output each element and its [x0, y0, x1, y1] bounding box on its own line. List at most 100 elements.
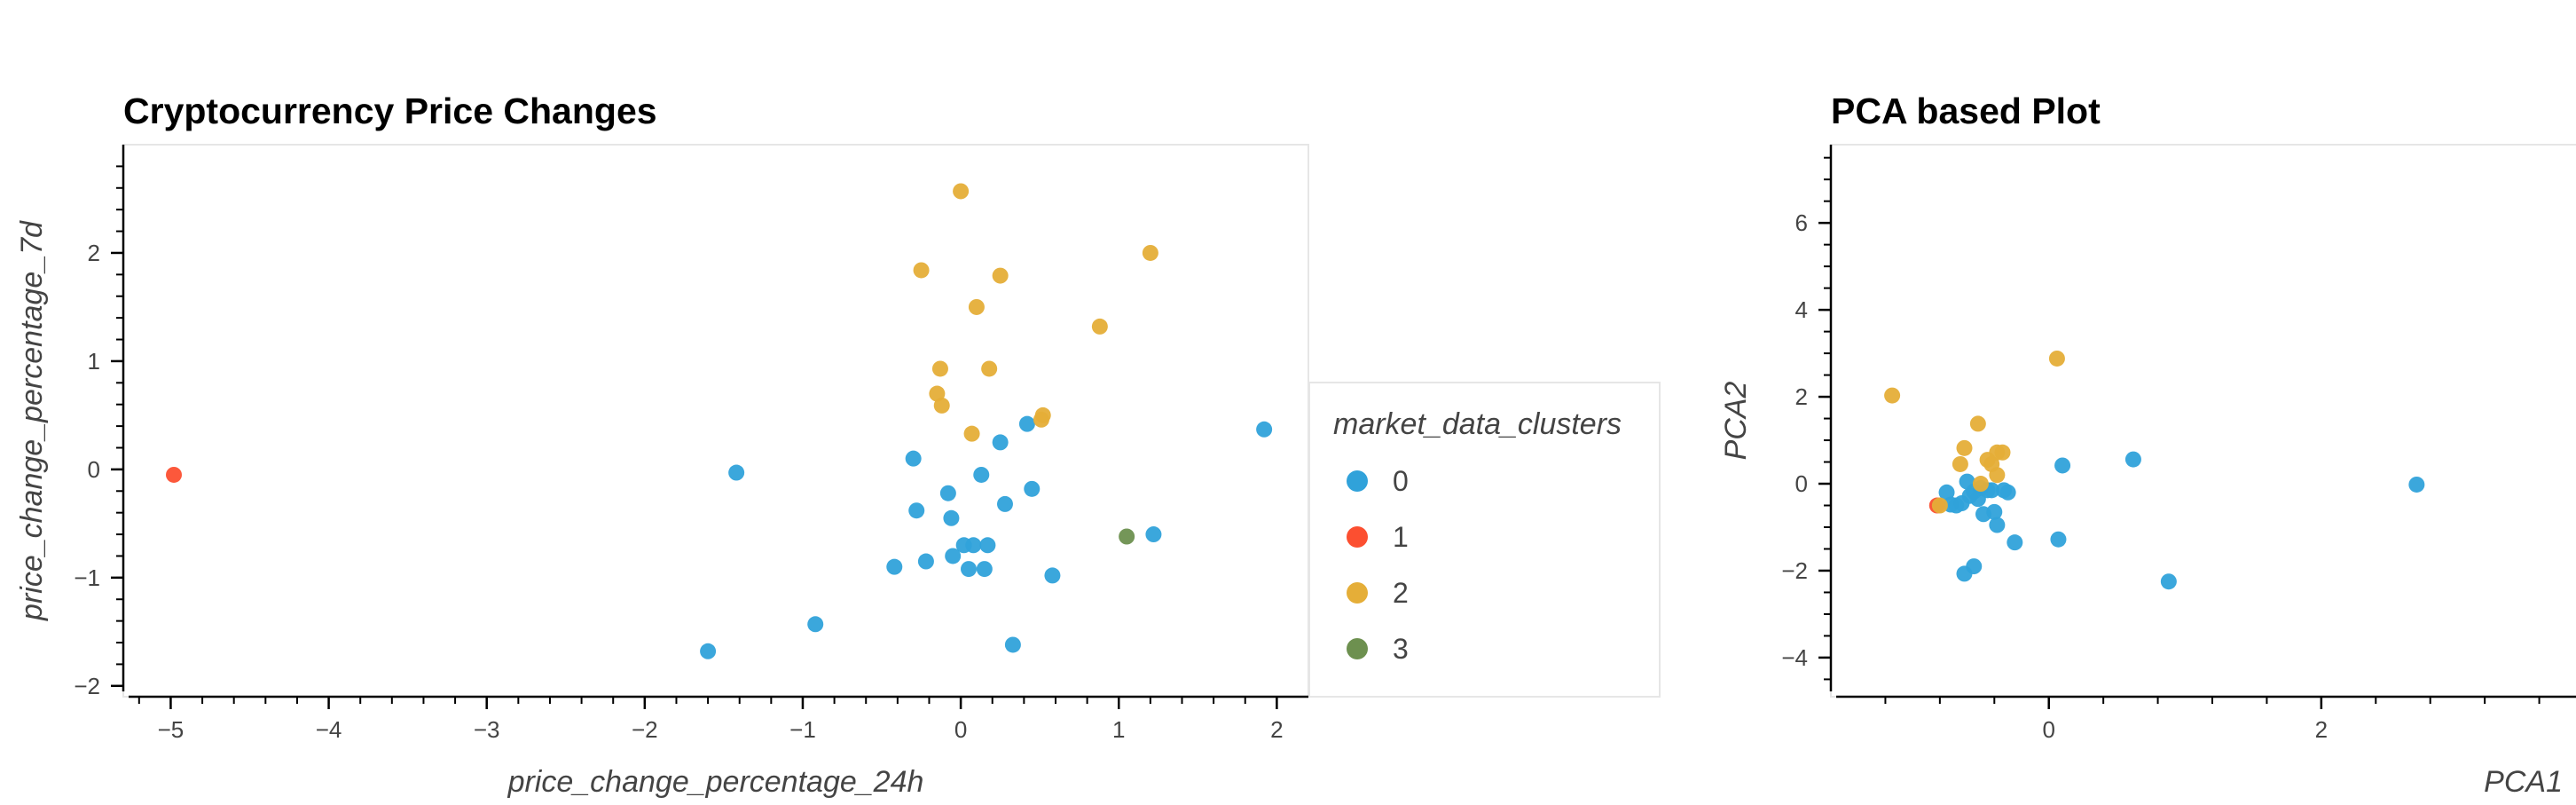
- scatter-points: [1884, 350, 2425, 590]
- cluster-0-point: [1999, 484, 2016, 501]
- cluster-2-point: [2048, 350, 2065, 367]
- y-tick-label: 4: [1795, 296, 1808, 323]
- legend-title: market_data_clusters: [1333, 407, 1622, 441]
- price-change-chart: Cryptocurrency Price Changes −5 −4 −3 −2 −1 0…: [15, 91, 1661, 799]
- cluster-0-point: [979, 537, 996, 554]
- cluster-2-point: [1956, 439, 1973, 456]
- cluster-0-point: [1044, 567, 1061, 584]
- cluster-2-point: [1033, 411, 1049, 428]
- cluster-2-point: [1091, 318, 1108, 335]
- x-tick-label: −1: [789, 716, 816, 743]
- cluster-2-point: [931, 360, 948, 377]
- x-tick-label: 0: [2042, 716, 2054, 743]
- cluster-0-point: [973, 466, 990, 483]
- cluster-0-point: [1018, 415, 1035, 432]
- legend-entry-1[interactable]: 1: [1347, 521, 1409, 553]
- cluster-1-point: [166, 466, 183, 483]
- x-tick-label: 2: [1270, 716, 1283, 743]
- cluster-0-point: [2050, 531, 2067, 548]
- cluster-0-point: [2007, 534, 2023, 551]
- cluster-0-point: [961, 561, 978, 578]
- cluster-2-point: [1142, 244, 1158, 261]
- legend-marker: [1347, 638, 1368, 659]
- x-tick-label: 2: [2315, 716, 2328, 743]
- cluster-0-point: [917, 553, 934, 570]
- cluster-2-point: [981, 360, 998, 377]
- cluster-3-point: [1119, 528, 1135, 545]
- cluster-0-point: [2408, 476, 2425, 493]
- cluster-0-point: [992, 434, 1009, 451]
- cluster-0-point: [728, 464, 745, 481]
- chart-title: PCA based Plot: [1831, 91, 2101, 131]
- legend-entry-0[interactable]: 0: [1347, 465, 1409, 497]
- cluster-0-point: [886, 558, 903, 575]
- cluster-2-point: [1972, 476, 1989, 493]
- cluster-0-point: [2054, 457, 2071, 474]
- x-tick-label: 0: [954, 716, 967, 743]
- cluster-2-point: [1884, 387, 1901, 404]
- legend-marker: [1347, 582, 1368, 604]
- cluster-0-point: [996, 495, 1013, 512]
- legend-marker: [1347, 526, 1368, 548]
- scatter-points: [166, 183, 1273, 659]
- x-tick-label: 1: [1112, 716, 1125, 743]
- legend: market_data_clusters 0 1 2 3: [1308, 382, 1661, 698]
- legend-entry-3[interactable]: 3: [1347, 633, 1409, 665]
- y-tick-label: −2: [74, 673, 100, 699]
- cluster-0-point: [2160, 573, 2177, 590]
- legend-box: [1308, 382, 1661, 698]
- cluster-0-point: [965, 537, 982, 554]
- legend-label: 0: [1393, 465, 1409, 497]
- cluster-0-point: [1966, 558, 1983, 575]
- cluster-2-point: [1994, 444, 2011, 461]
- cluster-0-point: [908, 502, 925, 519]
- y-tick-label: 2: [1795, 383, 1808, 410]
- cluster-2-point: [1952, 455, 1968, 472]
- cluster-0-point: [945, 548, 962, 564]
- cluster-2-point: [933, 397, 950, 414]
- cluster-0-point: [1989, 517, 2006, 533]
- cluster-2-point: [913, 262, 930, 279]
- cluster-0-point: [939, 485, 956, 501]
- cluster-2-point: [1969, 415, 1986, 432]
- y-axis-label: PCA2: [1719, 382, 1753, 461]
- cluster-0-point: [905, 450, 922, 467]
- y-axis: −4 −2 0 2 4 6: [1781, 145, 1833, 691]
- y-tick-label: 2: [88, 240, 100, 266]
- y-axis: −2 −1 0 1 2: [74, 145, 125, 699]
- cluster-0-point: [1938, 484, 1955, 501]
- cluster-2-point: [992, 267, 1009, 284]
- cluster-0-point: [1145, 526, 1162, 543]
- plot-area: [122, 144, 1309, 698]
- cluster-0-point: [1024, 480, 1041, 497]
- legend-label: 2: [1393, 577, 1409, 609]
- plot-area: [1830, 144, 2576, 698]
- x-tick-label: −2: [632, 716, 658, 743]
- cluster-2-point: [968, 298, 985, 315]
- x-tick-label: −3: [474, 716, 500, 743]
- cluster-2-point: [963, 425, 980, 442]
- y-tick-label: 1: [88, 348, 100, 375]
- y-tick-label: −2: [1781, 557, 1808, 584]
- legend-label: 3: [1393, 633, 1409, 665]
- cluster-0-point: [976, 561, 993, 578]
- x-axis-label: price_change_percentage_24h: [507, 765, 924, 799]
- cluster-0-point: [2124, 451, 2141, 468]
- x-axis: −5 −4 −3 −2 −1 0 1 2: [129, 695, 1308, 743]
- cluster-2-point: [953, 183, 970, 200]
- cluster-0-point: [943, 509, 960, 526]
- cluster-2-point: [1989, 467, 2006, 484]
- y-tick-label: 0: [88, 456, 100, 483]
- cluster-0-point: [1256, 421, 1273, 438]
- y-axis-label: price_change_percentage_7d: [15, 220, 49, 621]
- chart-title: Cryptocurrency Price Changes: [123, 91, 657, 131]
- legend-entry-2[interactable]: 2: [1347, 577, 1409, 609]
- legend-marker: [1347, 470, 1368, 492]
- cluster-0-point: [1986, 503, 2003, 520]
- cluster-0-point: [807, 616, 824, 633]
- cluster-2-point: [1931, 497, 1948, 514]
- y-tick-label: −4: [1781, 644, 1808, 671]
- x-axis-label: PCA1: [2484, 765, 2563, 799]
